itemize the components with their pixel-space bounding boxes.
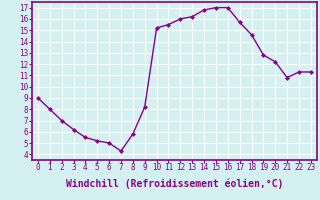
X-axis label: Windchill (Refroidissement éolien,°C): Windchill (Refroidissement éolien,°C) [66,178,283,189]
